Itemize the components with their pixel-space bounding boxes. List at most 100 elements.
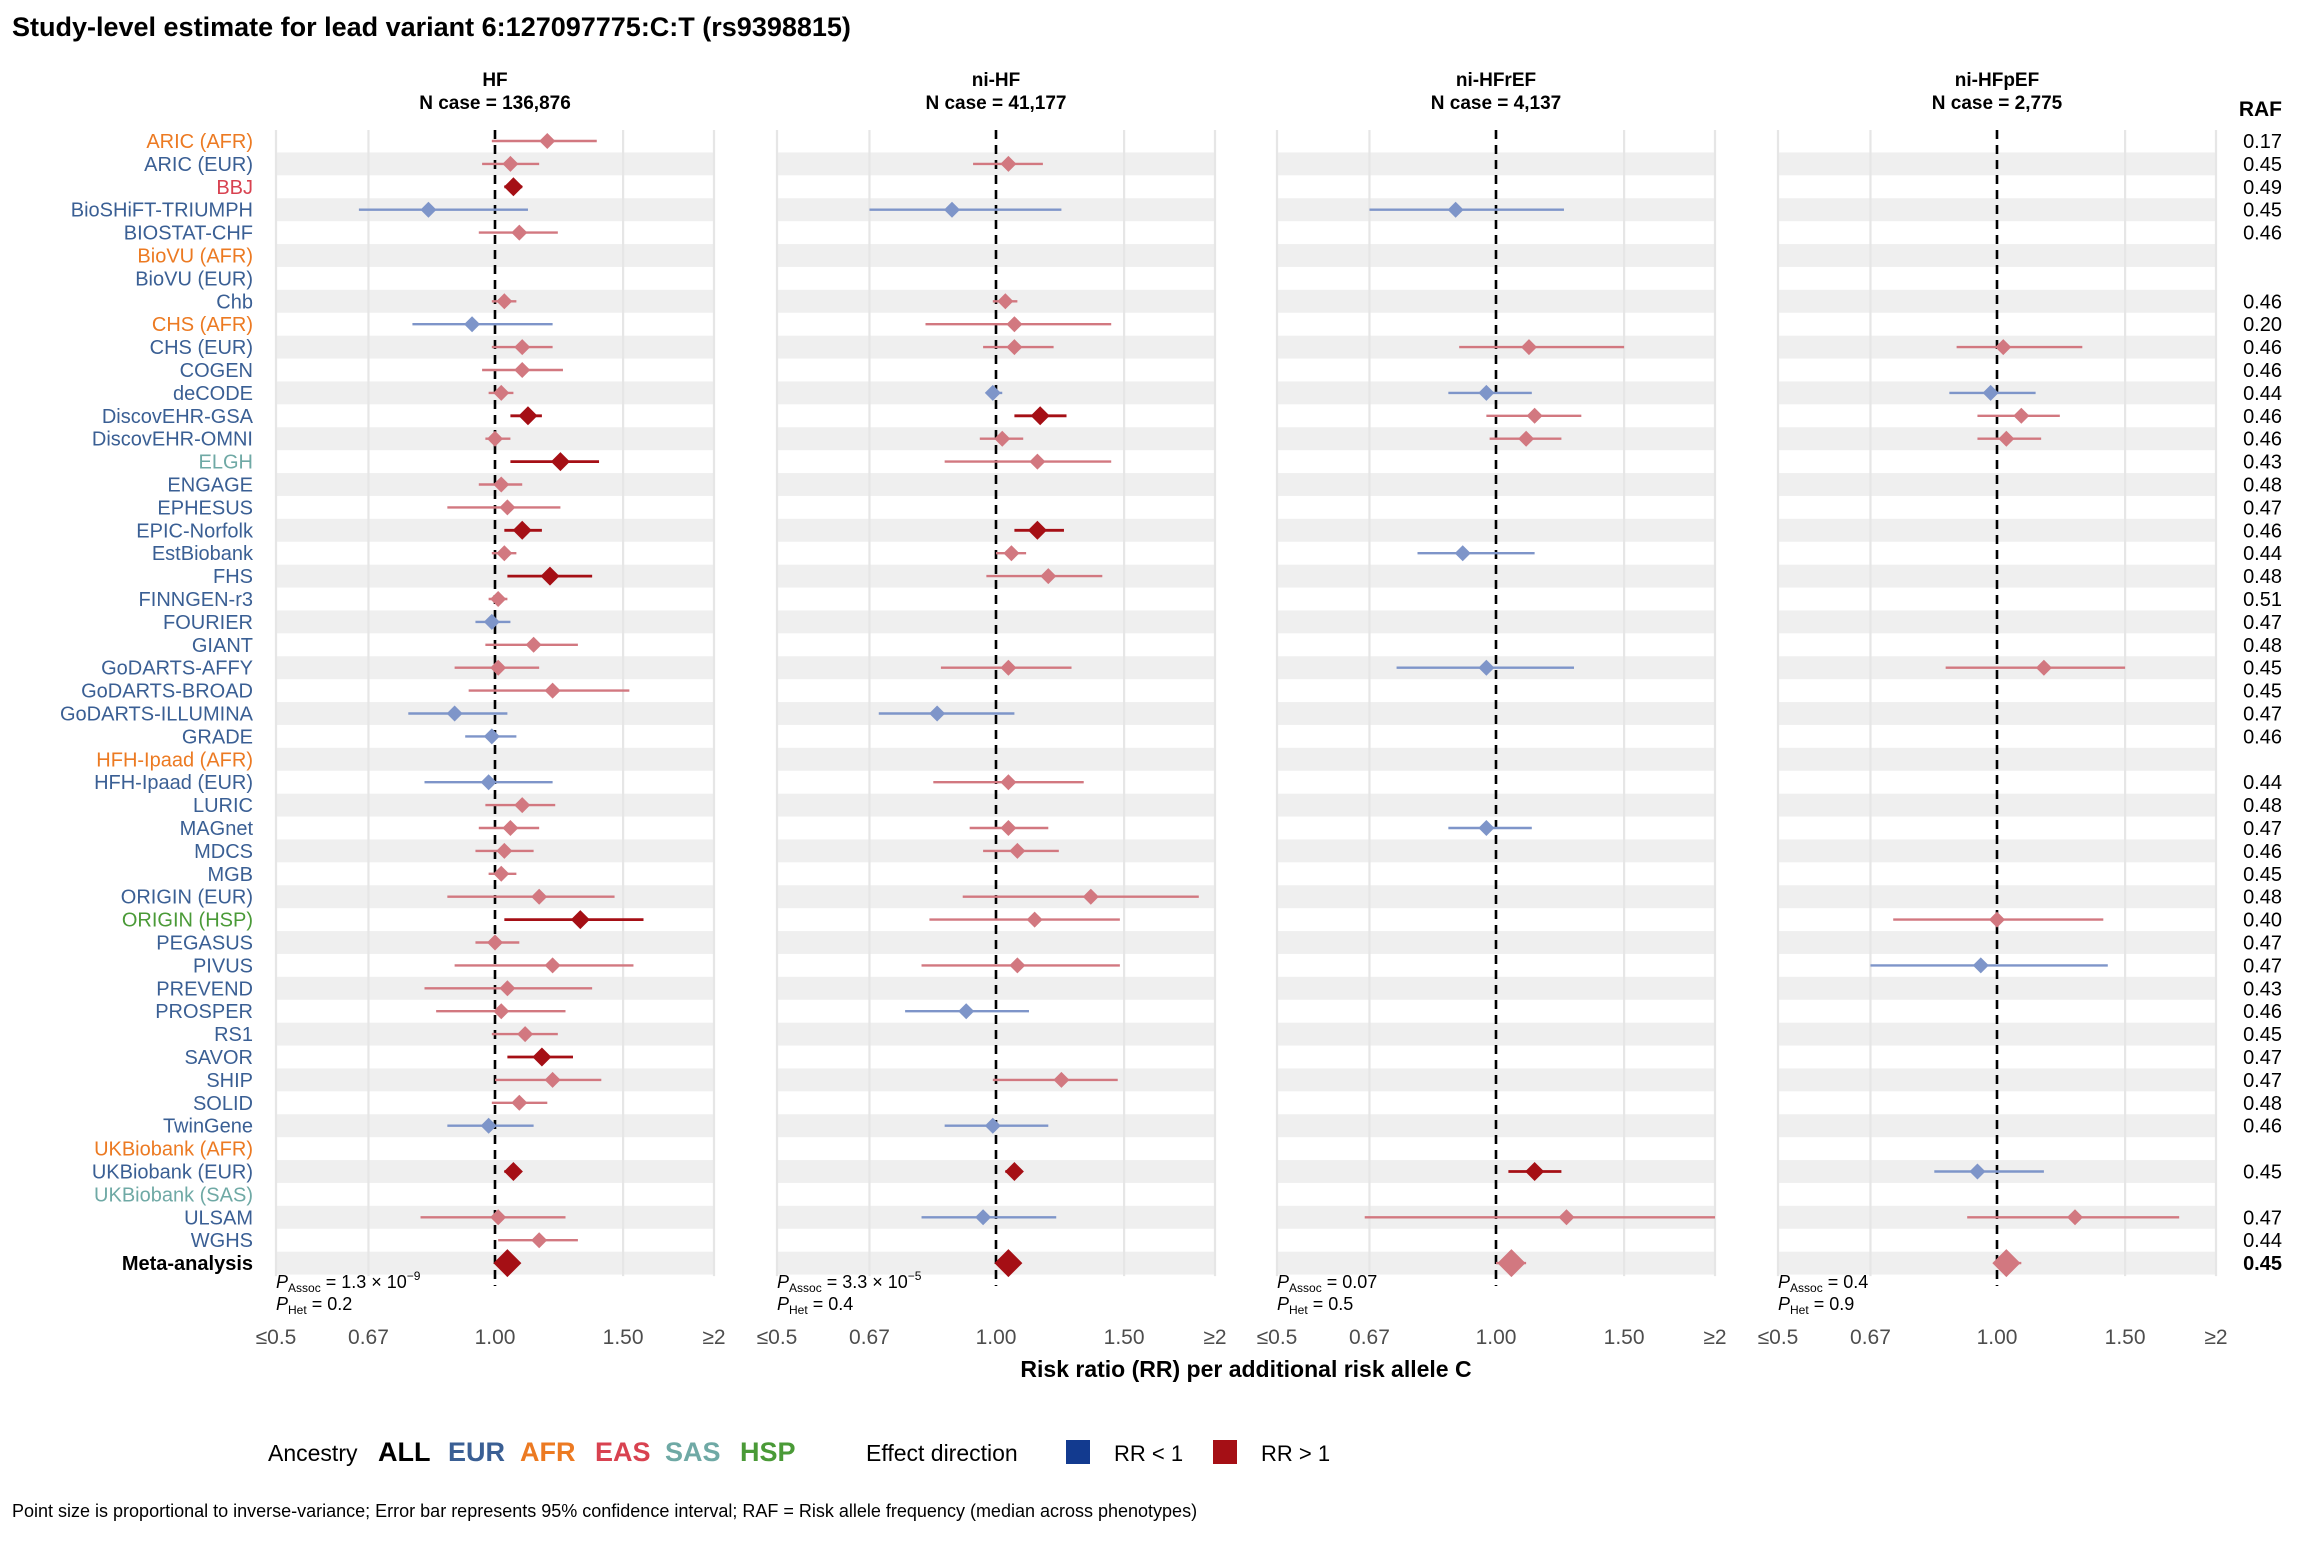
x-tick-label: 0.67 <box>1850 1326 1891 1349</box>
point-estimate <box>490 659 507 676</box>
raf-value: 0.46 <box>2243 841 2282 863</box>
point-estimate <box>1003 545 1020 562</box>
x-tick-label: 1.50 <box>603 1326 644 1349</box>
point-estimate <box>1447 201 1464 218</box>
point-estimate <box>493 1003 510 1020</box>
study-label: WGHS <box>191 1230 253 1252</box>
point-estimate <box>2035 659 2052 676</box>
row-stripe <box>777 518 1215 542</box>
point-estimate <box>1009 957 1026 974</box>
ancestry-legend-item: ALL <box>378 1437 430 1467</box>
study-label: BBJ <box>216 177 253 199</box>
point-estimate <box>1989 911 2005 928</box>
panel-n-case: N case = 4,137 <box>1431 93 1561 114</box>
study-label: BioVU (EUR) <box>135 268 253 290</box>
panel-n-case: N case = 2,775 <box>1932 93 2063 114</box>
row-stripe <box>1277 610 1715 634</box>
x-tick-label: 1.50 <box>1104 1326 1145 1349</box>
study-label: Meta-analysis <box>122 1253 253 1275</box>
row-stripe <box>276 747 714 771</box>
footnote: Point size is proportional to inverse-va… <box>12 1501 1197 1521</box>
point-estimate <box>1004 1162 1024 1181</box>
raf-value: 0.45 <box>2243 1024 2282 1046</box>
study-label: ORIGIN (EUR) <box>121 887 253 909</box>
raf-value: 0.48 <box>2243 795 2282 817</box>
ancestry-legend-item: EAS <box>595 1437 651 1467</box>
x-tick-label: 1.00 <box>475 1326 516 1349</box>
point-estimate <box>1027 520 1047 540</box>
raf-value: 0.46 <box>2243 429 2282 451</box>
point-estimate <box>539 133 556 149</box>
study-label: ENGAGE <box>167 475 253 497</box>
x-tick-label: 1.00 <box>976 1326 1017 1349</box>
raf-value: 0.51 <box>2243 589 2282 611</box>
point-estimate <box>1030 406 1050 426</box>
study-label: DiscovEHR-OMNI <box>92 429 253 451</box>
p-assoc-annotation: PAssoc = 1.3 × 10−9 <box>276 1269 421 1295</box>
x-tick-label: 1.00 <box>1476 1326 1517 1349</box>
point-estimate <box>514 339 531 356</box>
point-estimate <box>984 384 1001 401</box>
row-stripe <box>276 564 714 588</box>
x-tick-label: 1.00 <box>1977 1326 2018 1349</box>
raf-value: 0.47 <box>2243 497 2282 519</box>
x-tick-label: ≤0.5 <box>1257 1326 1298 1349</box>
row-stripe <box>1778 747 2216 771</box>
study-label: BIOSTAT-CHF <box>124 223 253 245</box>
raf-value: 0.46 <box>2243 337 2282 359</box>
point-estimate <box>499 499 516 516</box>
x-tick-label: ≤0.5 <box>1758 1326 1799 1349</box>
study-label: CHS (AFR) <box>152 314 253 336</box>
row-stripe <box>1778 473 2216 496</box>
point-estimate <box>517 1026 534 1043</box>
study-label: MDCS <box>194 841 253 863</box>
point-estimate <box>975 1209 992 1226</box>
point-estimate <box>1000 155 1017 172</box>
study-label: UKBiobank (SAS) <box>94 1184 253 1206</box>
point-estimate <box>1040 568 1057 585</box>
point-estimate <box>502 155 519 172</box>
row-stripe <box>276 518 714 542</box>
ancestry-legend-item: SAS <box>665 1437 721 1467</box>
raf-value: 0.45 <box>2243 658 2282 680</box>
point-estimate <box>1029 453 1046 470</box>
point-estimate <box>1497 1249 1526 1278</box>
panel-title: ni-HFrEF <box>1456 70 1536 91</box>
panel-hf: HFN case = 136,876 ≤0.5 0.67 1.00 1.50 ≥2 PAss… <box>256 70 726 1349</box>
effect-legend-title: Effect direction <box>866 1440 1018 1466</box>
raf-value: 0.47 <box>2243 612 2282 634</box>
x-tick-label: ≤0.5 <box>757 1326 798 1349</box>
raf-value: 0.44 <box>2243 772 2282 794</box>
point-estimate <box>958 1003 975 1020</box>
row-stripe <box>777 473 1215 496</box>
raf-value: 0.44 <box>2243 1230 2282 1252</box>
point-estimate <box>1000 820 1017 836</box>
point-estimate <box>994 1249 1023 1278</box>
study-label: SHIP <box>206 1070 253 1092</box>
raf-value: 0.49 <box>2243 177 2282 199</box>
point-estimate <box>483 728 500 745</box>
study-label: PREVEND <box>156 978 253 1000</box>
x-tick-label: 1.50 <box>1604 1326 1645 1349</box>
study-label: EPIC-Norfolk <box>136 520 254 542</box>
point-estimate <box>1000 659 1017 676</box>
study-label: HFH-Ipaad (AFR) <box>96 749 253 771</box>
study-label: deCODE <box>173 383 253 405</box>
study-label: GoDARTS-AFFY <box>101 658 253 680</box>
x-tick-label: ≥2 <box>1703 1326 1726 1349</box>
x-tick-label: 0.67 <box>849 1326 890 1349</box>
point-estimate <box>464 316 481 333</box>
point-estimate <box>1998 430 2015 447</box>
raf-value: 0.44 <box>2243 383 2282 405</box>
raf-value: 0.48 <box>2243 566 2282 588</box>
point-estimate <box>944 201 961 218</box>
study-label: BioVU (AFR) <box>137 246 253 268</box>
study-label: ELGH <box>199 452 253 474</box>
study-label: BioSHiFT-TRIUMPH <box>71 200 253 222</box>
point-estimate <box>1995 339 2012 356</box>
point-estimate <box>514 362 531 378</box>
row-stripe <box>1277 702 1715 725</box>
point-estimate <box>1478 384 1495 401</box>
point-estimate <box>531 1232 548 1249</box>
